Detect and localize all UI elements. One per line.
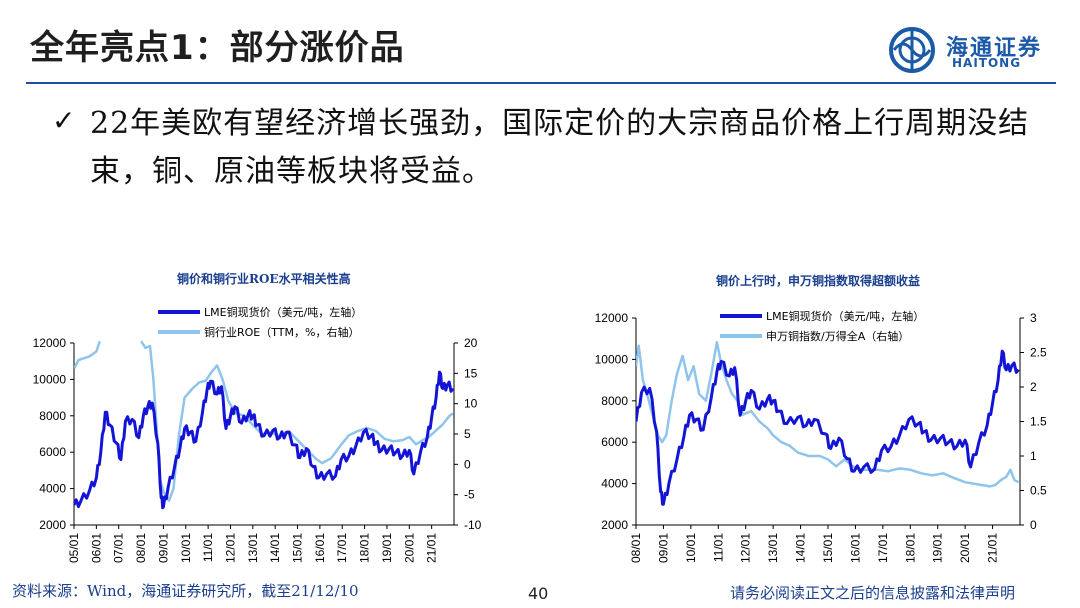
x-tick-label: 14/01 [268, 533, 282, 563]
logo-english-name: HAITONG [952, 56, 1022, 70]
x-tick-label: 10/01 [684, 533, 698, 563]
y-right-tick-label: 20 [464, 336, 478, 350]
x-tick-label: 17/01 [335, 533, 349, 563]
y-left-tick-label: 4000 [601, 477, 628, 491]
series-line-ratio [74, 340, 101, 370]
y-right-tick-label: 0.5 [1030, 484, 1047, 498]
series-line-ratio [636, 340, 1020, 488]
series-line-copper-price [74, 370, 454, 510]
y-right-tick-label: 2 [1030, 380, 1037, 394]
x-tick-label: 10/01 [179, 533, 193, 563]
x-tick-label: 15/01 [821, 533, 835, 563]
y-right-tick-label: 2.5 [1030, 346, 1047, 360]
y-left-tick-label: 10000 [33, 372, 67, 386]
x-tick-label: 19/01 [931, 533, 945, 563]
x-tick-label: 18/01 [903, 533, 917, 563]
page-title: 全年亮点1：部分涨价品 [30, 28, 405, 68]
y-left-tick-label: 6000 [39, 445, 66, 459]
y-right-tick-label: -10 [464, 518, 482, 532]
x-tick-label: 17/01 [876, 533, 890, 563]
x-tick-label: 21/01 [986, 533, 1000, 563]
haitong-logo-icon [889, 27, 935, 73]
x-tick-label: 05/01 [67, 533, 81, 563]
y-left-tick-label: 2000 [601, 518, 628, 532]
y-left-tick-label: 8000 [39, 409, 66, 423]
y-left-tick-label: 12000 [33, 336, 67, 350]
x-tick-label: 06/01 [89, 533, 103, 563]
y-right-tick-label: 10 [464, 397, 478, 411]
x-tick-label: 11/01 [711, 533, 725, 562]
chart2-copper-index: 2000 4000 6000 8000 10000 12000 0 0.5 1 1.5 2 2.5 3 0… [595, 309, 1047, 563]
y-right-tick-label: 3 [1030, 311, 1037, 325]
disclaimer: 请务必阅读正文之后的信息披露和法律声明 [730, 584, 1016, 602]
y-left-tick-label: 8000 [601, 394, 628, 408]
y-left-tick-label: 10000 [595, 352, 629, 366]
y-left-tick-label: 4000 [39, 482, 66, 496]
x-tick-label: 20/01 [402, 533, 416, 563]
legend-label-1: 申万铜指数/万得全A（右轴） [766, 329, 909, 343]
x-tick-label: 16/01 [848, 533, 862, 563]
haitong-logo: 海通证券 HAITONG [888, 26, 1048, 76]
y-right-tick-label: 0 [464, 457, 471, 471]
y-left-tick-label: 6000 [601, 435, 628, 449]
chart1-copper-roe: 2000 4000 6000 8000 10000 12000 -10 -5 0 5 10 15 20 0… [33, 305, 482, 563]
source-note: 资料来源：Wind，海通证券研究所，截至21/12/10 [12, 582, 359, 600]
bullet-text: 22年美欧有望经济增长强劲，国际定价的大宗商品价格上行周期没结束，铜、原油等板块… [90, 106, 1030, 189]
x-tick-label: 19/01 [380, 533, 394, 563]
page-number: 40 [528, 584, 549, 603]
y-right-tick-label: 15 [464, 366, 478, 380]
y-right-tick-label: 1.5 [1030, 415, 1047, 429]
chart1-title: 铜价和铜行业ROE水平相关性高 [177, 272, 351, 286]
x-tick-label: 13/01 [766, 533, 780, 563]
x-tick-label: 08/01 [134, 533, 148, 563]
series-line-copper-price [636, 349, 1020, 506]
x-tick-label: 18/01 [358, 533, 372, 563]
x-tick-label: 14/01 [794, 533, 808, 563]
x-tick-label: 09/01 [656, 533, 670, 563]
logo-chinese-name: 海通证券 [946, 35, 1043, 61]
title-divider [26, 82, 1056, 84]
legend-label-1: 铜行业ROE（TTM，%，右轴） [204, 325, 359, 339]
x-tick-label: 16/01 [313, 533, 327, 563]
checkmark-icon: ✓ [52, 104, 76, 137]
x-tick-label: 13/01 [246, 533, 260, 563]
chart2-title: 铜价上行时，申万铜指数取得超额收益 [716, 274, 921, 288]
x-tick-label: 21/01 [425, 533, 439, 563]
x-tick-label: 07/01 [112, 533, 126, 563]
y-right-tick-label: 5 [464, 427, 471, 441]
y-right-tick-label: -5 [464, 488, 475, 502]
x-tick-label: 15/01 [291, 533, 305, 563]
x-tick-label: 11/01 [201, 533, 215, 562]
legend-label-0: LME铜现货价（美元/吨，左轴） [204, 305, 362, 319]
x-tick-label: 12/01 [739, 533, 753, 563]
y-left-tick-label: 12000 [595, 311, 629, 325]
x-tick-label: 12/01 [223, 533, 237, 563]
x-tick-label: 09/01 [156, 533, 170, 563]
y-right-tick-label: 1 [1030, 449, 1037, 463]
x-tick-label: 08/01 [629, 533, 643, 563]
y-right-tick-label: 0 [1030, 518, 1037, 532]
series-line-ratio-seg2 [140, 340, 454, 502]
y-left-tick-label: 2000 [39, 518, 66, 532]
legend-label-0: LME铜现货价（美元/吨，左轴） [766, 309, 924, 323]
x-tick-label: 20/01 [958, 533, 972, 563]
